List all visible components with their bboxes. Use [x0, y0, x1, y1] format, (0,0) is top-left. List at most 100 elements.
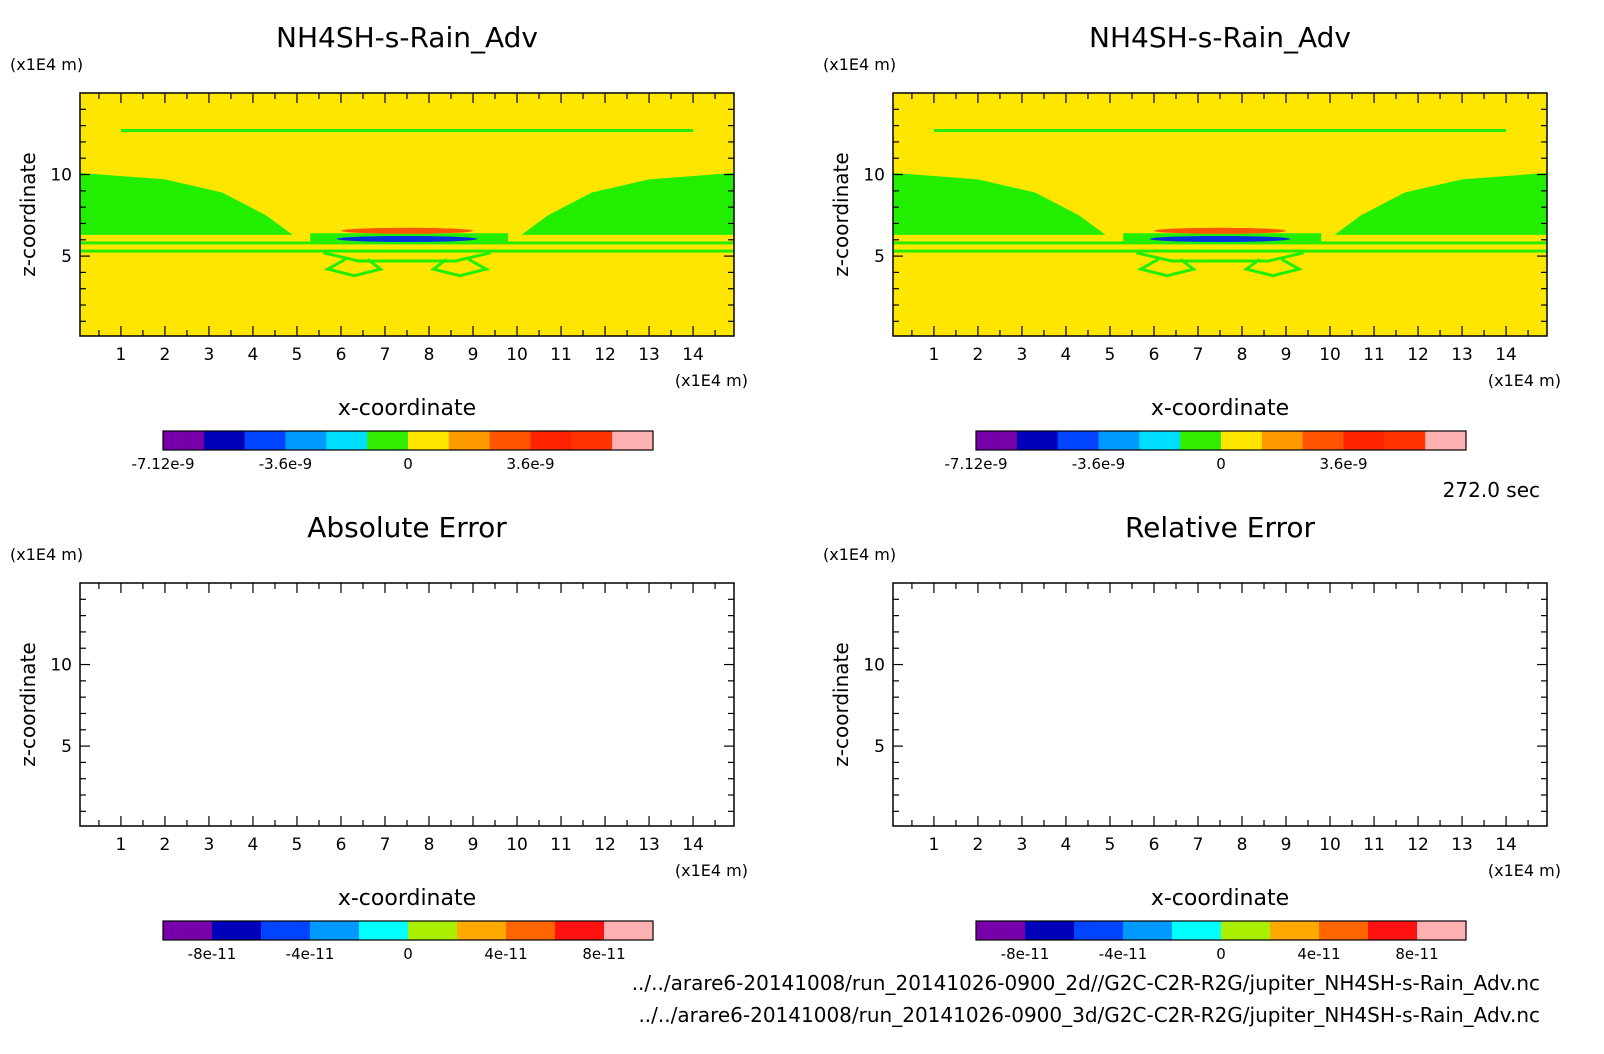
y-tick-label: 10 [863, 166, 885, 186]
colorbar-tick-label: -4e-11 [286, 945, 335, 963]
x-tick-label: 11 [1363, 345, 1385, 365]
colorbar-segment [448, 431, 491, 450]
y-unit-label: (x1E4 m) [10, 55, 83, 74]
colorbar-segment [1172, 921, 1222, 940]
colorbar-segment [976, 921, 1026, 940]
field-band-line [80, 249, 734, 253]
colorbar-segment [1139, 431, 1181, 450]
field-positive-max [1153, 227, 1287, 234]
x-tick-label: 9 [1281, 345, 1292, 365]
colorbar-tick-label: -8e-11 [1001, 945, 1050, 963]
x-tick-label: 1 [929, 345, 940, 365]
x-axis-label: x-coordinate [1151, 886, 1289, 911]
field-right-dome [521, 172, 734, 235]
colorbar-segment [1343, 431, 1385, 450]
x-tick-label: 2 [973, 835, 984, 855]
x-tick-label: 1 [116, 835, 127, 855]
field-plot [80, 93, 734, 336]
field-left-dome [893, 172, 1106, 235]
x-tick-label: 2 [160, 345, 171, 365]
x-tick-label: 7 [1193, 345, 1204, 365]
colorbar-segment [612, 431, 654, 450]
x-tick-label: 14 [1495, 345, 1517, 365]
colorbar-segment [1261, 431, 1304, 450]
y-unit-label: (x1E4 m) [10, 545, 83, 564]
x-tick-label: 2 [973, 345, 984, 365]
colorbar-tick-label: 3.6e-9 [1319, 455, 1367, 473]
colorbar-segment [1098, 431, 1140, 450]
colorbar-tick-label: 0 [403, 945, 413, 963]
colorbar-segment [457, 921, 507, 940]
colorbar: -8e-11 -4e-11 0 4e-11 8e-11 [975, 920, 1467, 963]
colorbar-tick-label: 0 [1216, 455, 1226, 473]
x-tick-label: 12 [594, 345, 616, 365]
colorbar-tick-label: -4e-11 [1099, 945, 1148, 963]
x-tick-label: 3 [1017, 345, 1028, 365]
x-tick-label: 5 [292, 835, 303, 855]
field-lower-loop [1242, 258, 1304, 278]
colorbar-segment [163, 431, 205, 450]
colorbar-frame [162, 920, 654, 941]
file-path-3d: ../../arare6-20141008/run_20141026-0900_… [638, 1003, 1540, 1027]
x-tick-label: 12 [1407, 835, 1429, 855]
colorbar-segment [408, 921, 458, 940]
colorbar-frame [162, 430, 654, 451]
colorbar-segment [1368, 921, 1418, 940]
field-positive-max [340, 227, 474, 234]
colorbar-segment [285, 431, 327, 450]
chart-title: Relative Error [1125, 511, 1316, 544]
colorbar: -7.12e-9 -3.6e-9 0 3.6e-9 [945, 430, 1467, 473]
colorbar-tick-label: -3.6e-9 [1072, 455, 1125, 473]
field-upper-band [933, 129, 1507, 133]
colorbar-segment [408, 431, 450, 450]
x-unit-label: (x1E4 m) [675, 371, 748, 390]
x-tick-label: 13 [638, 835, 660, 855]
field-band-line [80, 241, 734, 245]
x-tick-label: 12 [594, 835, 616, 855]
colorbar-segment [1302, 431, 1344, 450]
colorbar-segment [163, 921, 213, 940]
colorbar-segment [1221, 431, 1263, 450]
colorbar-segment [203, 431, 246, 450]
field-right-dome [1334, 172, 1547, 235]
x-axis-label: x-coordinate [338, 886, 476, 911]
field-plot [893, 93, 1547, 336]
x-tick-label: 3 [1017, 835, 1028, 855]
chart-title: NH4SH-s-Rain_Adv [1089, 21, 1351, 54]
colorbar-segment [1417, 921, 1467, 940]
y-axis-label: z-coordinate [829, 152, 853, 276]
field-negative-min [1149, 235, 1291, 242]
x-tick-label: 10 [506, 345, 528, 365]
chart-panel-2: NH4SH-s-Rain_Adv(x1E4 m)1 2 3 4 5 6 7 8 9 10 11 12 1… [823, 21, 1561, 473]
x-tick-label: 10 [506, 835, 528, 855]
field-band-line [893, 241, 1547, 245]
y-unit-label: (x1E4 m) [823, 545, 896, 564]
colorbar-tick-label: -7.12e-9 [945, 455, 1008, 473]
x-tick-label: 10 [1319, 345, 1341, 365]
colorbar-segment [1057, 431, 1099, 450]
x-tick-label: 5 [1105, 345, 1116, 365]
x-unit-label: (x1E4 m) [1488, 371, 1561, 390]
y-axis-label: z-coordinate [16, 642, 40, 766]
x-tick-label: 13 [1451, 345, 1473, 365]
x-tick-label: 11 [550, 345, 572, 365]
y-unit-label: (x1E4 m) [823, 55, 896, 74]
x-tick-label: 6 [1149, 835, 1160, 855]
file-path-2d: ../../arare6-20141008/run_20141026-0900_… [632, 971, 1540, 995]
y-tick-label: 10 [50, 656, 72, 676]
x-tick-label: 11 [550, 835, 572, 855]
x-axis-label: x-coordinate [1151, 396, 1289, 421]
x-tick-label: 10 [1319, 835, 1341, 855]
colorbar-segment [571, 431, 613, 450]
colorbar-tick-label: -7.12e-9 [132, 455, 195, 473]
colorbar-segment [212, 921, 262, 940]
x-tick-label: 12 [1407, 345, 1429, 365]
colorbar-segment [604, 921, 654, 940]
colorbar-segment [1221, 921, 1271, 940]
x-tick-label: 5 [292, 345, 303, 365]
colorbar-tick-label: 8e-11 [582, 945, 625, 963]
x-tick-label: 8 [1237, 345, 1248, 365]
x-tick-label: 3 [204, 345, 215, 365]
x-tick-label: 4 [248, 835, 259, 855]
